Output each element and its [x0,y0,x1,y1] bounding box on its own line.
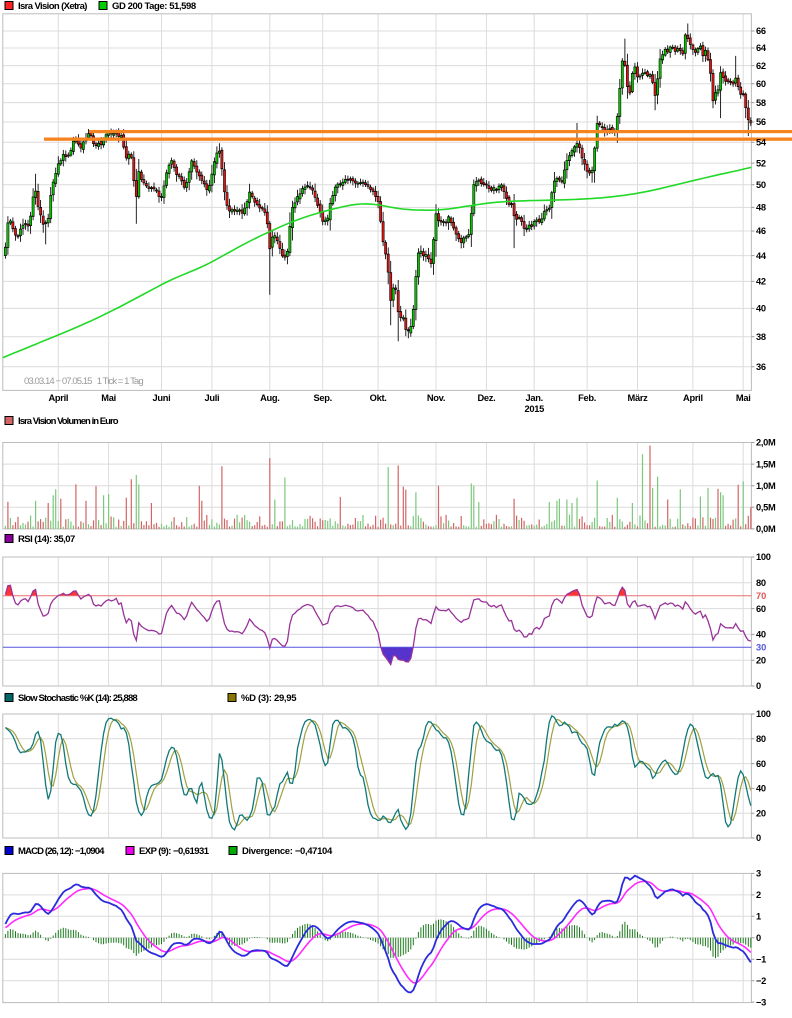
svg-text:46: 46 [756,226,766,236]
svg-text:2,0M: 2,0M [756,438,776,448]
svg-text:Nov.: Nov. [427,393,445,403]
svg-text:60: 60 [756,604,766,614]
svg-text:RSI (14): 35,07: RSI (14): 35,07 [18,534,75,545]
svg-text:60: 60 [756,759,766,769]
svg-text:20: 20 [756,808,766,818]
svg-text:0: 0 [756,833,761,843]
svg-text:70: 70 [756,591,766,601]
svg-text:0: 0 [756,681,761,691]
svg-text:80: 80 [756,578,766,588]
svg-text:03.03.14 − 07.05.15 1 Tick =: 03.03.14 − 07.05.15 1 Tick = 1 Tag [24,376,143,387]
svg-text:40: 40 [756,630,766,640]
svg-text:Feb.: Feb. [578,393,596,403]
svg-text:2: 2 [756,890,761,900]
svg-text:Divergence: −0,47104: Divergence: −0,47104 [242,846,333,857]
svg-text:42: 42 [756,277,766,287]
svg-text:Juni: Juni [153,393,171,403]
svg-text:Okt.: Okt. [370,393,387,403]
svg-text:Dez.: Dez. [477,393,495,403]
svg-text:Mai: Mai [736,393,751,403]
svg-text:Juli: Juli [204,393,219,403]
svg-text:1: 1 [756,912,761,922]
svg-text:%D (3): 29,95: %D (3): 29,95 [241,693,297,704]
svg-text:EXP (9): −0,61931: EXP (9): −0,61931 [139,846,210,857]
svg-text:40: 40 [756,304,766,314]
svg-text:54: 54 [756,137,767,147]
svg-text:100: 100 [756,552,771,562]
svg-text:36: 36 [756,362,766,372]
svg-text:38: 38 [756,332,766,342]
svg-text:3: 3 [756,869,761,879]
svg-text:0: 0 [756,933,761,943]
svg-text:Mai: Mai [101,393,116,403]
svg-text:64: 64 [756,43,767,53]
svg-text:30: 30 [756,643,766,653]
svg-text:52: 52 [756,158,766,168]
svg-text:Slow Stochastic %K (14): 25,88: Slow Stochastic %K (14): 25,888 [18,693,137,704]
svg-text:Isra Vision Volumen in Euro: Isra Vision Volumen in Euro [18,416,119,427]
svg-text:Jan.: Jan. [525,393,542,403]
svg-text:Isra Vision (Xetra): Isra Vision (Xetra) [18,1,87,12]
svg-text:April: April [48,393,68,403]
svg-text:50: 50 [756,180,766,190]
svg-text:40: 40 [756,784,766,794]
svg-text:44: 44 [756,251,767,261]
svg-text:−2: −2 [756,976,766,986]
svg-text:−1: −1 [756,955,766,965]
svg-text:Sep.: Sep. [313,393,331,403]
svg-text:58: 58 [756,98,766,108]
svg-text:66: 66 [756,26,766,36]
svg-text:60: 60 [756,79,766,89]
svg-text:20: 20 [756,655,766,665]
svg-text:48: 48 [756,203,766,213]
svg-text:1,5M: 1,5M [756,459,776,469]
svg-text:April: April [683,393,703,403]
svg-text:0,0M: 0,0M [756,524,776,534]
svg-text:0,5M: 0,5M [756,503,776,513]
svg-text:100: 100 [756,709,771,719]
svg-text:März: März [628,393,649,403]
svg-text:GD 200 Tage: 51,598: GD 200 Tage: 51,598 [112,1,196,12]
svg-text:80: 80 [756,734,766,744]
svg-text:MACD (26, 12): −1,0904: MACD (26, 12): −1,0904 [18,846,105,857]
svg-text:1,0M: 1,0M [756,481,776,491]
svg-text:−3: −3 [756,997,766,1007]
svg-text:62: 62 [756,61,766,71]
svg-text:56: 56 [756,117,766,127]
svg-text:Aug.: Aug. [260,393,279,403]
svg-text:2015: 2015 [524,404,544,414]
